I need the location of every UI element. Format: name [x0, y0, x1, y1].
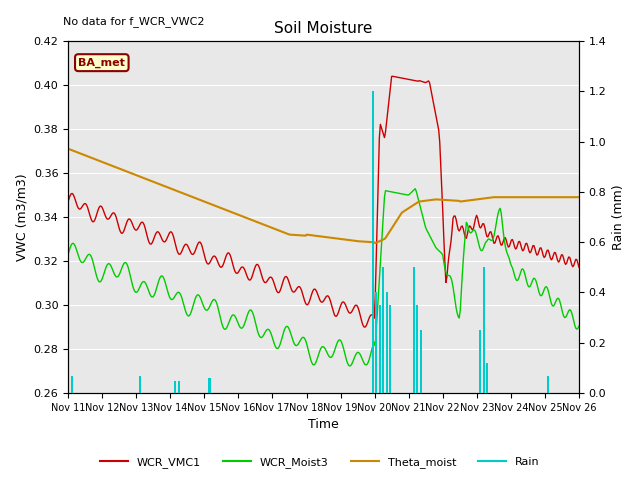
Bar [178, 381, 180, 393]
Bar [70, 375, 72, 393]
Bar [372, 91, 374, 393]
Bar [486, 363, 488, 393]
Bar [420, 330, 422, 393]
Bar [389, 305, 391, 393]
Bar [385, 292, 388, 393]
Bar [416, 305, 418, 393]
Bar [175, 381, 177, 393]
Bar [479, 330, 481, 393]
Bar [209, 378, 211, 393]
Bar [139, 375, 141, 393]
Bar [382, 267, 384, 393]
Title: Soil Moisture: Soil Moisture [275, 21, 372, 36]
Y-axis label: Rain (mm): Rain (mm) [612, 184, 625, 250]
Bar [483, 267, 484, 393]
Text: No data for f_WCR_VWC2: No data for f_WCR_VWC2 [63, 16, 205, 27]
Text: BA_met: BA_met [78, 58, 125, 68]
Y-axis label: VWC (m3/m3): VWC (m3/m3) [15, 173, 28, 261]
Legend: WCR_VMC1, WCR_Moist3, Theta_moist, Rain: WCR_VMC1, WCR_Moist3, Theta_moist, Rain [96, 452, 544, 472]
X-axis label: Time: Time [308, 419, 339, 432]
Bar [413, 267, 415, 393]
Bar [379, 305, 381, 393]
Bar [375, 292, 378, 393]
Bar [547, 375, 549, 393]
